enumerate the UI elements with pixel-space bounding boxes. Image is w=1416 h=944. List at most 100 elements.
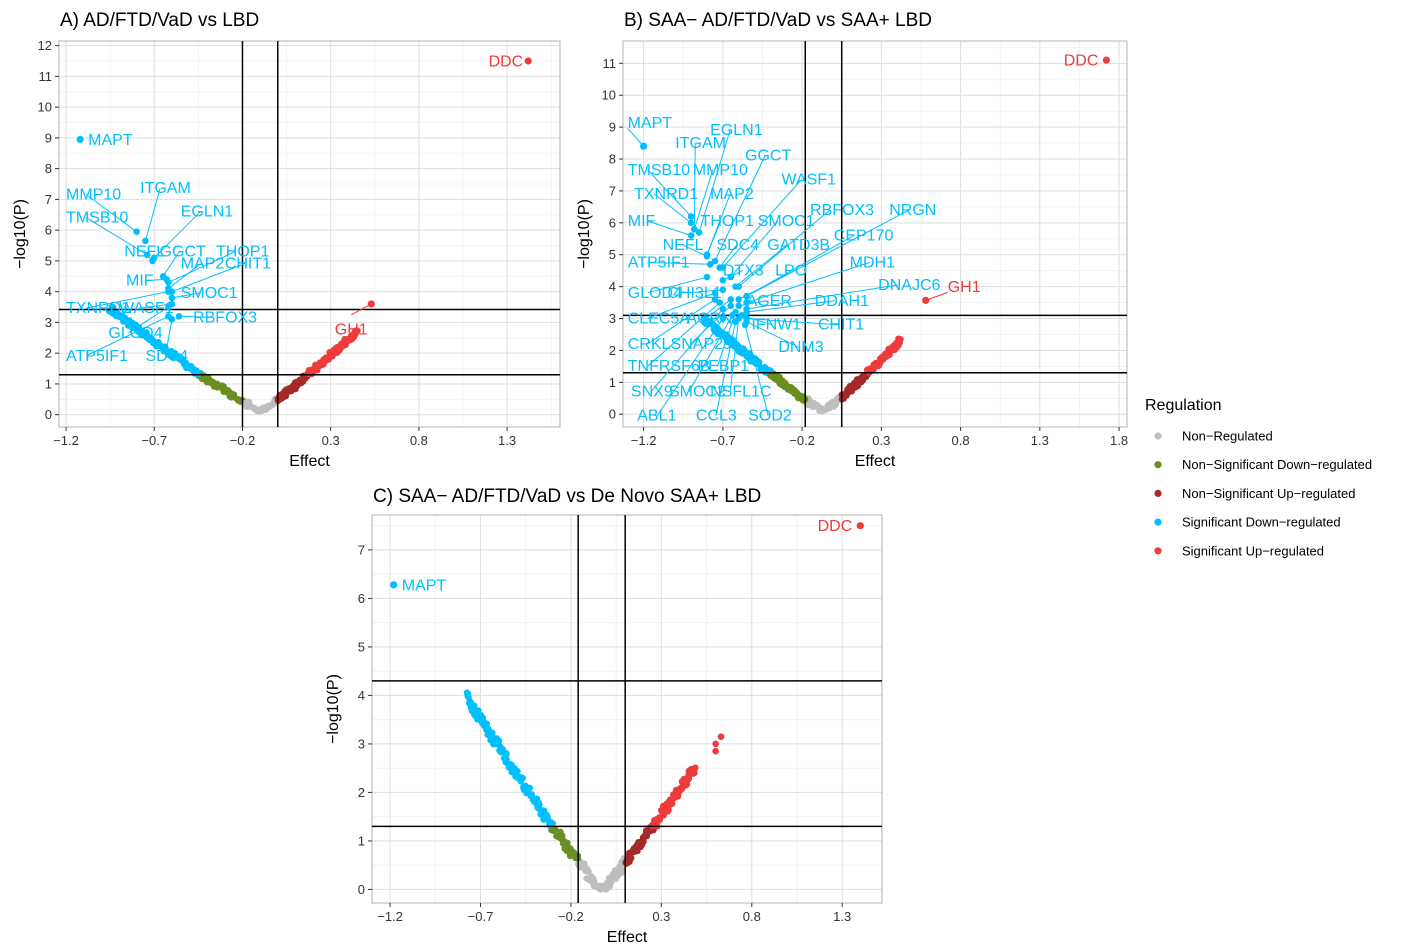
gene-label: CHIT1 <box>818 317 864 334</box>
plot-border <box>622 40 1128 428</box>
gene-label: NSFL1C <box>710 384 771 401</box>
panel-title: B) SAA− AD/FTD/VaD vs SAA+ LBD <box>624 10 932 31</box>
gene-label: DNM3 <box>778 339 823 356</box>
gene-point <box>687 219 695 227</box>
gene-point <box>719 276 727 284</box>
gene-leader-line <box>656 318 724 416</box>
gene-leader-line <box>144 188 161 242</box>
legend-swatch <box>1154 489 1162 497</box>
data-point <box>700 315 708 322</box>
y-tick-label: 7 <box>45 192 52 207</box>
gene-leader-line <box>746 318 838 326</box>
gene-leader-line <box>690 305 732 345</box>
y-tick-label: 10 <box>38 100 52 115</box>
gene-label: SMOC2 <box>669 384 726 401</box>
x-tick-label: 0.8 <box>410 433 428 448</box>
gene-label: RBFOX3 <box>810 202 874 219</box>
gene-label: SMOC1 <box>758 213 815 230</box>
gene-point <box>856 522 864 530</box>
y-tick-label: 3 <box>609 311 616 326</box>
x-axis-title: Effect <box>289 453 330 470</box>
data-point <box>463 689 471 697</box>
gene-point <box>165 288 172 295</box>
gene-label: TXNRD1 <box>634 186 698 203</box>
gene-label: NEFL <box>663 237 704 254</box>
data-point <box>553 832 560 840</box>
regulation-legend: Regulation Non−Regulated Non−Significant … <box>1145 397 1372 558</box>
gene-point <box>735 296 742 303</box>
gene-leader-line <box>722 270 744 281</box>
x-tick-label: 1.8 <box>1110 433 1128 448</box>
y-tick-label: 5 <box>609 247 616 262</box>
gene-leader-line <box>168 263 202 289</box>
x-tick-label: −1.2 <box>53 433 79 448</box>
gene-leader-line <box>85 291 169 309</box>
gene-point <box>719 286 727 294</box>
legend-label: Significant Down−regulated <box>1182 515 1341 530</box>
x-axis-title: Effect <box>855 453 896 470</box>
gene-label: LPO <box>775 262 807 279</box>
gene-leader-line <box>162 251 180 277</box>
gene-point <box>687 213 695 220</box>
gene-label: NRGN <box>889 202 936 219</box>
gene-label: CHIT1 <box>225 256 271 273</box>
gene-label: CRKL <box>628 336 671 353</box>
y-tick-label: 4 <box>358 688 365 703</box>
y-tick-label: 2 <box>609 343 616 358</box>
gene-label: GGCT <box>160 243 206 260</box>
gene-leader-line <box>698 129 731 233</box>
gene-leader-line <box>738 300 767 307</box>
data-point <box>108 303 116 310</box>
gene-point <box>687 232 695 239</box>
grid-lines <box>623 41 1127 427</box>
y-tick-label: 0 <box>609 407 616 422</box>
gene-point <box>727 296 735 303</box>
y-tick-label: 11 <box>39 69 53 84</box>
data-point <box>690 767 698 775</box>
gene-point <box>735 302 742 310</box>
gene-leader-line <box>647 302 721 367</box>
gene-label: RBFOX3 <box>193 309 257 326</box>
gene-label: MAPT <box>628 115 673 132</box>
gene-point <box>1102 56 1110 64</box>
gene-label: MAPT <box>402 577 447 594</box>
data-point <box>500 754 508 762</box>
gene-leader-line <box>715 321 737 416</box>
data-point <box>684 774 692 781</box>
gene-label: DNAJC6 <box>878 277 940 294</box>
gene-leader-line <box>647 169 692 217</box>
gene-point <box>168 294 176 302</box>
y-tick-label: 10 <box>602 88 616 103</box>
gene-point <box>76 135 84 144</box>
x-tick-label: 0.8 <box>952 433 970 448</box>
gene-label: GLOD4 <box>628 285 682 302</box>
gene-label: DDC <box>489 53 524 70</box>
gene-leader-line <box>722 179 802 268</box>
x-tick-label: 0.8 <box>743 909 761 924</box>
gene-point <box>706 261 714 268</box>
gene-point <box>175 312 183 320</box>
y-tick-label: 5 <box>358 639 365 654</box>
gene-label: GLOD4 <box>108 325 162 342</box>
panel-b-volcano-plot: B) SAA− AD/FTD/VaD vs SAA+ LBD −1.2 −0.7 −0… <box>576 10 1128 470</box>
x-tick-label: −1.2 <box>631 433 657 448</box>
gene-label: ITGAM <box>675 135 726 152</box>
gene-point <box>524 57 532 65</box>
legend-swatch <box>1154 547 1162 555</box>
gene-point <box>703 253 711 260</box>
x-tick-label: −0.2 <box>789 433 815 448</box>
gene-point <box>727 302 735 310</box>
gene-label: EGLN1 <box>181 203 234 220</box>
gene-leader-line <box>729 318 740 392</box>
y-tick-label: 3 <box>45 315 52 330</box>
x-tick-label: −0.2 <box>230 433 256 448</box>
gene-label: TXNRD1 <box>66 300 130 317</box>
x-tick-label: −0.7 <box>468 909 494 924</box>
gene-leader-line <box>687 289 723 294</box>
y-tick-label: 0 <box>358 882 365 897</box>
gene-label: ABL1 <box>637 408 676 425</box>
data-point <box>712 740 719 748</box>
data-point <box>583 875 590 882</box>
gene-point <box>716 299 723 306</box>
gene-point <box>719 315 727 322</box>
